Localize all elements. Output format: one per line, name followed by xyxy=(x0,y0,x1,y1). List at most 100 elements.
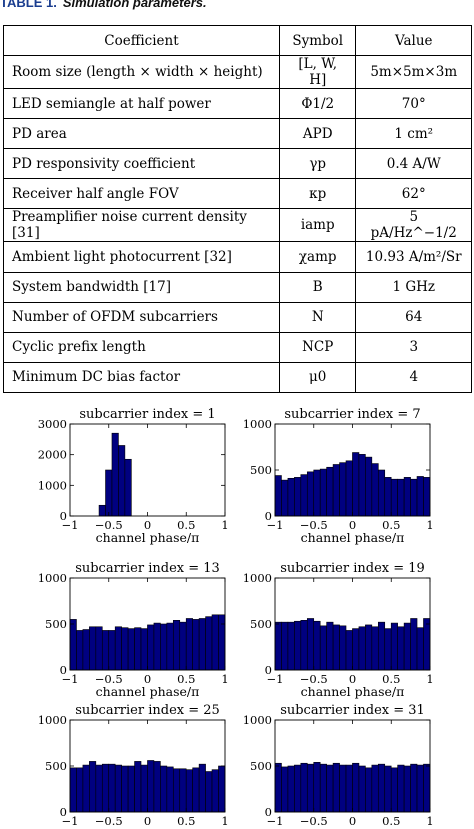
coefficient-cell: Preamplifier noise current density [31] xyxy=(3,208,280,243)
histogram-bar xyxy=(377,763,386,813)
header-value: Value xyxy=(355,24,472,57)
histogram-bar xyxy=(410,763,418,813)
histogram-bar xyxy=(179,768,187,813)
histogram-bar xyxy=(365,456,373,517)
x-tick-label: 0 xyxy=(349,672,356,686)
x-tick-label: −0.5 xyxy=(300,814,328,828)
x-tick-label: 0 xyxy=(349,814,356,828)
symbol-cell: iamp xyxy=(278,208,357,243)
histogram-bar xyxy=(300,474,308,517)
histogram-bar xyxy=(76,767,84,813)
chart-title: subcarrier index = 19 xyxy=(280,561,425,576)
histogram-bar xyxy=(153,761,161,813)
histogram-bar xyxy=(416,476,424,517)
histogram-bar xyxy=(281,766,289,813)
x-axis-label: channel phase/π xyxy=(301,826,405,829)
histogram-bar xyxy=(281,479,289,517)
histogram-bar xyxy=(410,478,418,517)
x-tick-label: −0.5 xyxy=(300,672,328,686)
histogram-bar xyxy=(140,628,148,671)
histogram-bar xyxy=(274,621,282,671)
chart-title: subcarrier index = 31 xyxy=(280,703,425,718)
histogram-bar xyxy=(345,630,353,671)
table-header-row: Coefficient Symbol Value xyxy=(3,24,472,57)
y-tick-label: 0 xyxy=(60,805,67,819)
table-caption: TABLE 1. Simulation parameters. xyxy=(0,0,207,10)
table-row: PD area APD 1 cm² xyxy=(3,118,472,150)
histogram-bar xyxy=(358,626,366,671)
x-tick-label: 1 xyxy=(221,518,228,532)
value-cell: 5 pA/Hz^−1/2 xyxy=(355,208,472,243)
histogram-bar xyxy=(166,622,174,671)
histogram-bar xyxy=(108,763,116,813)
y-tick-label: 500 xyxy=(250,617,272,631)
symbol-cell: NCP xyxy=(278,331,357,363)
histogram-bar xyxy=(332,762,340,813)
histogram-bar xyxy=(114,626,122,671)
histogram-bar xyxy=(339,462,347,517)
histogram-panel: subcarrier index = 7 −1 −0.5 0 0.5 1 0 500 1000 c… xyxy=(243,407,434,545)
histogram-bar xyxy=(339,764,347,813)
histogram-bar xyxy=(384,765,392,813)
x-tick-label: −1 xyxy=(62,518,79,532)
histogram-bar xyxy=(198,763,206,813)
histogram-bar xyxy=(185,769,193,813)
histogram-bar xyxy=(410,618,418,671)
x-tick-label: 1 xyxy=(426,518,433,532)
histogram-bar xyxy=(390,767,398,813)
chart-title: subcarrier index = 25 xyxy=(75,703,220,718)
histogram-bar xyxy=(358,765,366,813)
histogram-bar xyxy=(423,763,431,813)
y-tick-label: 0 xyxy=(265,509,272,523)
histogram-bar xyxy=(172,620,181,671)
coefficient-cell: System bandwidth [17] xyxy=(3,271,280,303)
histogram-bar xyxy=(108,630,116,671)
histogram-bar xyxy=(166,766,174,813)
value-cell: 0.4 A/W xyxy=(355,148,472,180)
x-tick-label: 0.5 xyxy=(177,814,195,828)
x-tick-label: 0.5 xyxy=(382,672,400,686)
histogram-bar xyxy=(95,764,103,813)
header-coefficient: Coefficient xyxy=(3,24,280,57)
histogram-bar xyxy=(390,478,398,517)
histogram-bar xyxy=(313,620,321,671)
x-axis-label: channel phase/π xyxy=(301,684,405,699)
histogram-bar xyxy=(294,764,302,813)
histogram-bar xyxy=(192,767,200,813)
histogram-bar xyxy=(218,765,226,813)
y-tick-label: 1000 xyxy=(38,478,67,492)
histogram-bar xyxy=(377,469,386,517)
histogram-bar xyxy=(313,762,321,813)
histogram-bar xyxy=(198,618,206,671)
histogram-bar xyxy=(82,629,90,671)
x-tick-label: 0 xyxy=(144,814,151,828)
value-cell: 64 xyxy=(355,301,472,333)
histogram-bar xyxy=(352,452,360,517)
histogram-bar xyxy=(147,760,155,813)
histogram-bar xyxy=(192,619,200,671)
chart-title: subcarrier index = 7 xyxy=(284,407,420,422)
coefficient-cell: Number of OFDM subcarriers xyxy=(3,301,280,333)
x-axis-label: channel phase/π xyxy=(301,530,405,545)
x-tick-label: 1 xyxy=(426,672,433,686)
x-tick-label: 0.5 xyxy=(177,672,195,686)
histogram-bar xyxy=(172,768,181,813)
histogram-bar xyxy=(306,763,315,813)
y-tick-label: 500 xyxy=(45,759,67,773)
histogram-bar xyxy=(397,764,405,813)
histogram-bar xyxy=(306,471,315,517)
histogram-bar xyxy=(326,764,334,813)
symbol-cell: N xyxy=(278,301,357,333)
histogram-bar xyxy=(105,469,113,517)
histogram-bar xyxy=(98,504,106,517)
histogram-bar xyxy=(423,477,431,517)
y-tick-label: 1000 xyxy=(243,713,272,727)
histogram-panel: subcarrier index = 1 −1 −0.5 0 0.5 1 0 1000 2000… xyxy=(38,407,229,545)
histogram-bar xyxy=(345,460,353,517)
histogram-bar xyxy=(352,628,360,671)
histogram-bar xyxy=(358,454,366,517)
x-axis-label: channel phase/π xyxy=(96,684,200,699)
coefficient-cell: Room size (length × width × height) xyxy=(3,55,280,90)
coefficient-cell: Ambient light photocurrent [32] xyxy=(3,241,280,273)
histogram-panel: subcarrier index = 25 −1 −0.5 0 0.5 1 0 500 1000… xyxy=(38,703,229,829)
